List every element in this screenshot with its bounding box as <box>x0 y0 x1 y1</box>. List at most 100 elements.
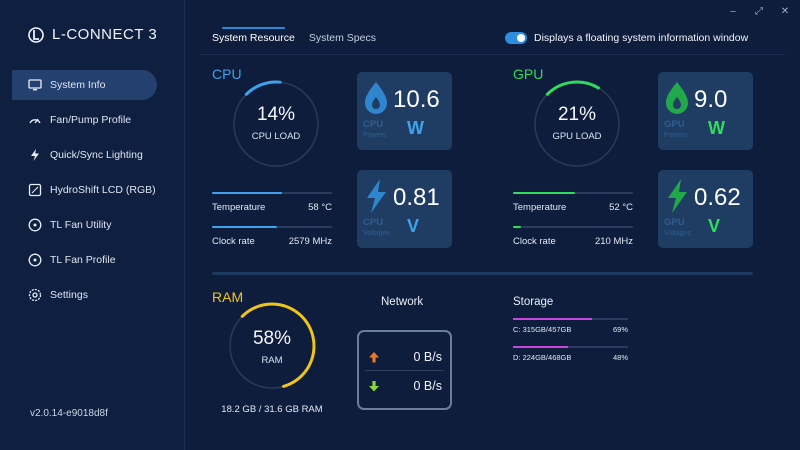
fan-icon <box>28 253 42 267</box>
cpu-voltage-card: 0.81 CPU Voltages V <box>357 170 452 248</box>
gpu-load-label: GPU LOAD <box>552 131 602 142</box>
gpu-voltage-label: GPU <box>664 217 685 228</box>
tab-system-resource[interactable]: System Resource <box>212 27 295 44</box>
cpu-load-ring <box>232 80 320 168</box>
cpu-load-label: CPU LOAD <box>251 131 301 142</box>
gpu-power-unit: W <box>708 118 725 138</box>
cpu-temperature-label: Temperature <box>212 202 266 213</box>
gpu-load-gauge: 21% GPU LOAD <box>527 74 627 174</box>
gear-icon <box>28 288 42 302</box>
sidebar-nav: System Info Fan/Pump Profile Quick/Sync … <box>12 70 157 315</box>
fan-icon <box>28 218 42 232</box>
gpu-power-label: GPU <box>664 119 685 130</box>
cpu-voltage-sublabel: Voltages <box>363 230 390 237</box>
network-upload-value: 0 B/s <box>413 350 443 364</box>
gpu-load-value: 21% <box>557 104 597 125</box>
ram-load-value: 58% <box>252 328 292 349</box>
gpu-voltage-sublabel: Voltages <box>664 230 691 237</box>
cpu-clock-row: Clock rate 2579 MHz <box>212 226 332 247</box>
ram-load-label: RAM <box>261 355 283 366</box>
sidebar: L-CONNECT 3 System Info Fan/Pump Profile… <box>0 0 185 450</box>
sidebar-item-fan-pump-profile[interactable]: Fan/Pump Profile <box>12 105 157 135</box>
upload-arrow-icon <box>369 352 379 363</box>
app-version: v2.0.14-e9018d8f <box>30 408 108 419</box>
storage-drive-d-bar <box>513 346 569 348</box>
storage-drive-d: D: 224GB/468GB 48% <box>513 346 628 362</box>
lightning-icon <box>28 148 42 162</box>
gpu-power-sublabel: Powers <box>664 132 688 139</box>
tab-system-specs[interactable]: System Specs <box>308 32 376 44</box>
cpu-clock-value: 2579 MHz <box>288 236 332 247</box>
network-panel: 0 B/s 0 B/s <box>357 330 452 410</box>
cpu-temperature-row: Temperature 58 °C <box>212 192 332 213</box>
sidebar-item-tl-fan-profile[interactable]: TL Fan Profile <box>12 245 157 275</box>
sidebar-item-label: TL Fan Utility <box>50 219 112 231</box>
storage-drive-c-bar <box>513 318 593 320</box>
app-logo: L-CONNECT 3 <box>28 26 157 43</box>
gpu-voltage-card: 0.62 GPU Voltages V <box>658 170 753 248</box>
ram-load-ring <box>228 302 316 390</box>
fan-gauge-icon <box>28 113 42 127</box>
maximize-button[interactable]: ⤢ <box>755 6 763 17</box>
cpu-power-label: CPU <box>363 119 384 130</box>
network-upload-row: 0 B/s <box>359 343 450 371</box>
ram-title: RAM <box>212 289 244 305</box>
storage-drive-d-percent: 48% <box>612 353 628 362</box>
app-title: L-CONNECT 3 <box>52 26 158 43</box>
gpu-voltage-value: 0.62 <box>694 184 741 211</box>
gpu-clock-label: Clock rate <box>513 236 556 247</box>
storage-drive-c-percent: 69% <box>612 325 628 334</box>
cpu-voltage-label: CPU <box>363 217 384 228</box>
storage-drive-c-label: C: 315GB/457GB <box>513 325 572 334</box>
lightning-icon <box>367 179 386 213</box>
close-button[interactable]: ✕ <box>780 6 790 17</box>
lianli-logo-icon <box>28 26 44 43</box>
flame-icon <box>666 82 688 114</box>
cpu-power-value: 10.6 <box>393 86 440 113</box>
network-separator <box>365 370 444 371</box>
sidebar-item-label: TL Fan Profile <box>50 254 116 266</box>
sidebar-item-settings[interactable]: Settings <box>12 280 157 310</box>
cpu-voltage-value: 0.81 <box>393 184 440 211</box>
cpu-power-card: 10.6 CPU Powers W <box>357 72 452 150</box>
network-title: Network <box>381 296 424 308</box>
gpu-voltage-unit: V <box>708 216 721 236</box>
network-download-value: 0 B/s <box>413 379 443 393</box>
lightning-icon <box>668 179 687 213</box>
cpu-temperature-bar <box>212 192 282 194</box>
gpu-clock-row: Clock rate 210 MHz <box>513 226 633 247</box>
lcd-icon <box>28 183 42 197</box>
cpu-title: CPU <box>212 66 242 82</box>
sidebar-item-label: Quick/Sync Lighting <box>50 149 143 161</box>
storage-drive-c: C: 315GB/457GB 69% <box>513 318 628 334</box>
minimize-button[interactable]: – <box>730 6 736 17</box>
sidebar-item-tl-fan-utility[interactable]: TL Fan Utility <box>12 210 157 240</box>
cpu-clock-label: Clock rate <box>212 236 255 247</box>
cpu-voltage-unit: V <box>407 216 420 236</box>
sidebar-item-label: Settings <box>50 289 88 301</box>
gpu-temperature-bar <box>513 192 576 194</box>
floating-window-setting: Displays a floating system information w… <box>505 32 748 44</box>
sidebar-item-system-info[interactable]: System Info <box>12 70 157 100</box>
flame-icon <box>365 82 387 114</box>
storage-drive-d-label: D: 224GB/468GB <box>513 353 572 362</box>
network-download-row: 0 B/s <box>359 372 450 400</box>
gpu-temperature-row: Temperature 52 °C <box>513 192 633 213</box>
cpu-power-unit: W <box>407 118 424 138</box>
header-divider <box>200 54 785 55</box>
window-controls: – ⤢ ✕ <box>728 6 790 17</box>
gpu-title: GPU <box>513 66 544 82</box>
gpu-temperature-value: 52 °C <box>609 202 633 213</box>
sidebar-item-label: Fan/Pump Profile <box>50 114 132 126</box>
storage-title: Storage <box>513 296 554 308</box>
cpu-load-value: 14% <box>256 104 296 125</box>
sidebar-item-quick-sync-lighting[interactable]: Quick/Sync Lighting <box>12 140 157 170</box>
gpu-clock-bar <box>513 226 522 228</box>
floating-window-toggle[interactable] <box>505 32 527 44</box>
ram-load-gauge: 58% RAM <box>222 296 322 396</box>
gpu-temperature-label: Temperature <box>513 202 567 213</box>
sidebar-item-hydroshift-lcd[interactable]: HydroShift LCD (RGB) <box>12 175 157 205</box>
download-arrow-icon <box>369 381 379 392</box>
section-divider <box>212 272 753 275</box>
